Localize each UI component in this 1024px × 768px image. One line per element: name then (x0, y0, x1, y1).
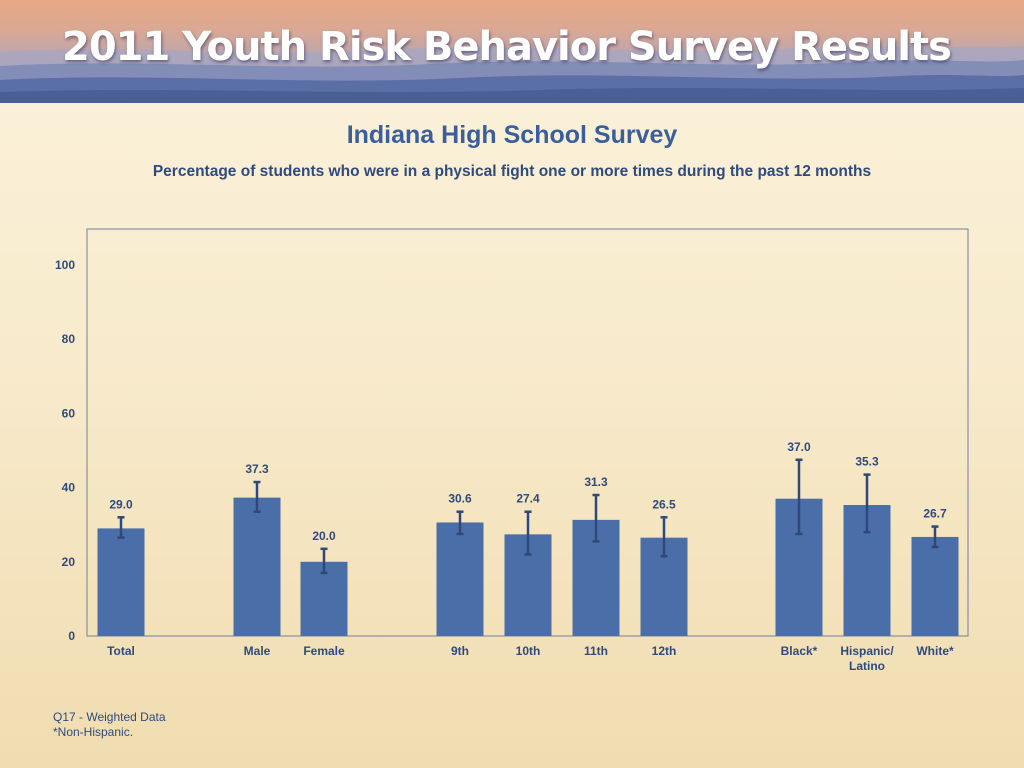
bar (97, 528, 145, 636)
bar-chart: 0 20 40 60 80 100 29.0 37.3 20.0 30.6 27.4 31.3 26.… (55, 228, 969, 673)
bar (436, 522, 484, 636)
data-label: 30.6 (448, 492, 472, 506)
bar (233, 497, 281, 636)
data-label: 35.3 (855, 455, 879, 469)
x-tick-label: Total (107, 644, 135, 658)
x-tick-label: Male (244, 644, 271, 658)
data-label: 26.5 (652, 497, 676, 511)
x-tick-label: 10th (516, 644, 541, 658)
x-tick-label: 11th (584, 644, 608, 658)
data-label: 31.3 (584, 475, 608, 489)
footnote-source: Q17 - Weighted Data (53, 710, 166, 724)
y-tick-label: 20 (62, 555, 76, 569)
y-tick-label: 100 (55, 258, 75, 272)
data-label: 29.0 (109, 497, 133, 511)
chart-title: Indiana High School Survey (346, 121, 678, 149)
chart-subtitle: Percentage of students who were in a phy… (152, 163, 872, 180)
data-label: 37.0 (787, 440, 811, 454)
mountain-landscape (0, 46, 1024, 103)
x-tick-label: Female (303, 644, 345, 658)
data-label: 37.3 (245, 462, 269, 476)
y-tick-label: 80 (62, 332, 76, 346)
x-tick-label: 12th (652, 644, 677, 658)
x-tick-label: 9th (451, 644, 469, 658)
bar (911, 536, 959, 636)
x-tick-label: White* (916, 644, 954, 658)
data-label: 26.7 (923, 507, 947, 521)
y-tick-label: 60 (62, 406, 76, 420)
header-banner: 2011 Youth Risk Behavior Survey Results (0, 0, 1024, 103)
y-tick-label: 40 (62, 481, 76, 495)
data-label: 27.4 (516, 492, 540, 506)
y-tick-label: 0 (68, 629, 75, 643)
footnote-non-hispanic: *Non-Hispanic. (53, 725, 134, 739)
banner-title: 2011 Youth Risk Behavior Survey Results (62, 24, 952, 70)
x-tick-label: Black* (781, 644, 818, 658)
data-label: 20.0 (312, 529, 336, 543)
x-tick-label: Hispanic/Latino (840, 644, 894, 673)
